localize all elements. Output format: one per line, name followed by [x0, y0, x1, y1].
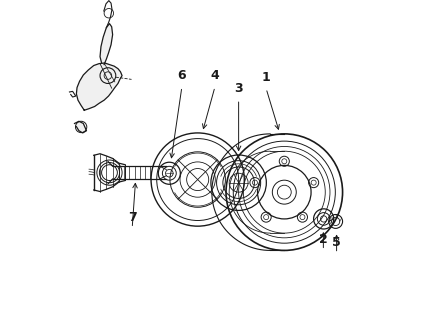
Text: 6: 6 — [178, 69, 186, 82]
Text: 3: 3 — [234, 82, 243, 95]
Polygon shape — [74, 121, 86, 133]
Text: 5: 5 — [332, 236, 341, 249]
Text: 1: 1 — [261, 71, 270, 84]
Text: 4: 4 — [211, 69, 219, 82]
Polygon shape — [77, 63, 122, 110]
Text: 7: 7 — [128, 211, 137, 224]
Text: 2: 2 — [319, 233, 328, 246]
Polygon shape — [100, 24, 113, 65]
